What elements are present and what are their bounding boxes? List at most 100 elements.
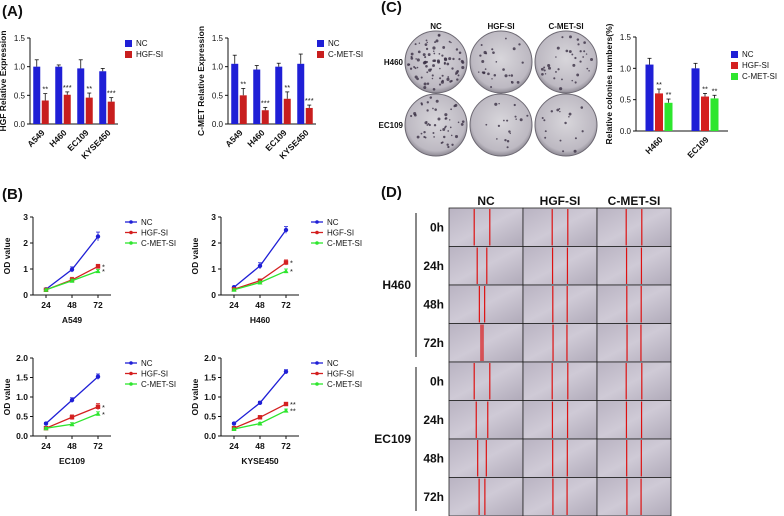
legend-label: HGF-SI [141, 229, 168, 238]
colony-dot [449, 126, 452, 129]
colony-dot [446, 77, 450, 81]
y-tick-label: 0.5 [620, 96, 632, 105]
colony-dot [444, 113, 448, 117]
colony-dot [450, 79, 453, 83]
data-point [95, 411, 101, 416]
colony-dot [448, 57, 452, 61]
significance-label: ** [42, 85, 48, 94]
colony-dot [454, 103, 458, 107]
data-point [283, 268, 289, 274]
y-axis-label: HGF Relative Expression [0, 30, 8, 131]
colony-dot [447, 130, 450, 132]
legend-label: HGF-SI [141, 370, 168, 379]
colony-dot [450, 41, 452, 44]
colony-dot [544, 73, 547, 75]
data-point [257, 263, 263, 269]
colony-dot [458, 58, 461, 61]
x-tick-label: 48 [67, 441, 77, 451]
colony-dot [485, 123, 488, 126]
legend-marker [129, 371, 133, 376]
colony-dot [559, 110, 561, 113]
colony-dot [458, 51, 462, 55]
bar [275, 66, 283, 124]
x-axis-label: H460 [250, 315, 271, 325]
colony-dot [455, 71, 459, 75]
wound-image [596, 438, 672, 478]
colony-dot [521, 61, 524, 64]
colony-dot [502, 68, 505, 71]
colony-dot [447, 145, 450, 149]
chart-hgf-expression: 0.00.51.01.5**A549***H460**EC109***KYSE4… [0, 30, 163, 161]
culture-dish [404, 30, 468, 94]
colony-dot [492, 51, 495, 54]
colony-row-label: H460 [384, 58, 404, 67]
colony-column-header: HGF-SI [487, 22, 514, 31]
data-point [43, 425, 49, 431]
colony-dot [433, 52, 436, 55]
colony-dot [581, 130, 584, 133]
colony-dot [441, 74, 444, 77]
colony-dot [424, 136, 427, 139]
data-point [231, 287, 237, 292]
colony-dot [423, 85, 427, 90]
colony-dot [426, 82, 430, 85]
y-tick-label: 1.0 [204, 392, 216, 402]
legend-label: NC [141, 218, 153, 227]
y-tick-label: 0.0 [620, 127, 632, 136]
bar [701, 96, 709, 131]
colony-dot [512, 47, 516, 51]
colony-dot [576, 38, 580, 41]
legend-marker [129, 382, 133, 386]
data-point [69, 267, 75, 272]
bar [99, 71, 107, 124]
colony-dot [438, 83, 442, 86]
colony-dot [426, 121, 428, 123]
wound-image [596, 284, 672, 324]
legend-swatch [731, 62, 738, 69]
x-tick-label: 48 [67, 300, 77, 310]
colony-dot [432, 46, 436, 50]
culture-dish [534, 30, 598, 94]
colony-dot [410, 114, 413, 118]
colony-dot [456, 78, 459, 81]
y-axis-label: C-MET Relative Expression [196, 26, 206, 136]
colony-dot [504, 37, 507, 40]
colony-dot [423, 82, 427, 86]
y-tick-label: 2 [23, 238, 28, 248]
data-point [283, 408, 289, 413]
bar [33, 66, 41, 124]
significance-label: ** [86, 84, 92, 93]
chart-cmet-expression: 0.00.51.01.5**A549***H460**EC109***KYSE4… [196, 26, 363, 161]
wound-image [522, 361, 598, 401]
colony-dot [432, 87, 436, 91]
legend-swatch [317, 40, 324, 47]
wound-image [522, 246, 598, 286]
legend-label: HGF-SI [742, 61, 769, 70]
colony-dot [452, 57, 455, 61]
y-tick-label: 1 [23, 264, 28, 274]
y-tick-label: 0.5 [204, 412, 216, 422]
colony-dot [506, 119, 509, 122]
colony-row-label: EC109 [379, 121, 404, 130]
legend-label: C-MET-SI [742, 72, 777, 81]
significance-label: *** [63, 83, 72, 92]
bar [63, 94, 71, 124]
colony-dot [558, 108, 561, 110]
colony-dot [491, 48, 494, 51]
colony-dot [588, 70, 590, 72]
wound-image [522, 438, 598, 478]
colony-dot [543, 69, 546, 72]
colony-dot [574, 81, 577, 84]
x-tick-label: 72 [281, 300, 291, 310]
bar [283, 98, 291, 124]
colony-formation-images: NC HGF-SI C-MET-SI H460 EC109 [379, 22, 598, 157]
bar [231, 63, 239, 124]
data-point [283, 260, 289, 265]
colony-dot [438, 53, 441, 55]
colony-column-header: NC [430, 22, 442, 31]
colony-dot [544, 130, 547, 133]
colony-dot [508, 74, 511, 77]
legend-marker [129, 241, 133, 245]
y-tick-label: 2.0 [16, 353, 28, 363]
